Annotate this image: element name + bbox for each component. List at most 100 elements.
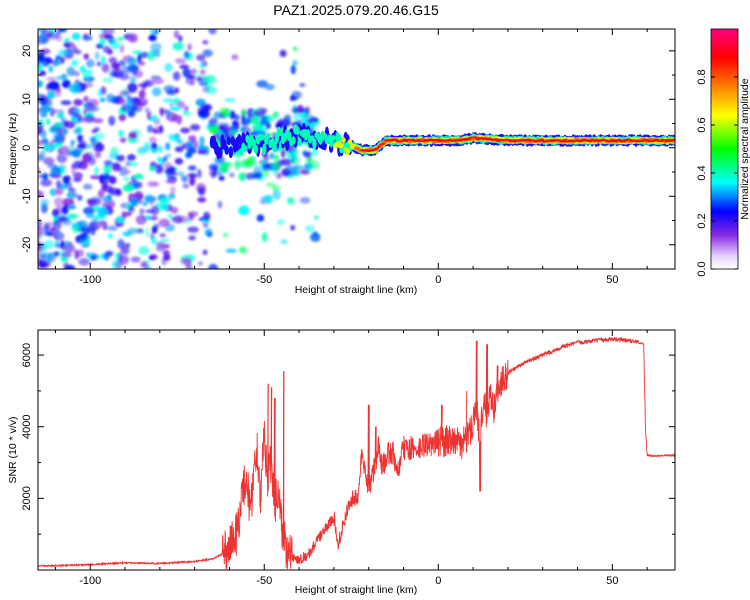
noise-blob	[40, 179, 53, 187]
noise-blob	[128, 162, 138, 167]
noise-blob	[44, 221, 53, 227]
colorbar-ticks: 0.0 0.2 0.4 0.6 0.8	[696, 69, 738, 277]
noise-blob	[129, 75, 137, 84]
noise-blob	[307, 155, 313, 163]
noise-blob	[162, 250, 170, 257]
ridge-cell	[667, 138, 672, 141]
noise-blob	[66, 213, 78, 220]
noise-blob	[310, 232, 321, 242]
noise-blob	[164, 62, 173, 73]
noise-blob	[240, 126, 252, 135]
noise-blob	[168, 166, 176, 174]
noise-blob	[208, 163, 219, 171]
noise-blob	[60, 100, 72, 106]
noise-blob	[148, 166, 156, 172]
snr-y-tick-label: 6000	[21, 343, 33, 367]
noise-blob	[126, 154, 136, 161]
noise-blob	[94, 166, 99, 176]
spectrogram-frame	[37, 28, 676, 270]
noise-blob	[43, 56, 52, 63]
ridge-cell	[226, 136, 231, 146]
snr-spike	[368, 405, 370, 492]
spectrogram-y-tick-label: 10	[21, 93, 33, 105]
noise-blob	[94, 151, 102, 159]
noise-blob	[67, 187, 76, 193]
noise-blob	[167, 213, 173, 219]
noise-blob	[197, 149, 208, 155]
snr-y-tick-label: 2000	[21, 486, 33, 510]
noise-blob	[250, 117, 260, 125]
noise-blob	[48, 127, 58, 134]
ridge-cell	[466, 138, 472, 141]
noise-blob	[63, 42, 71, 48]
spectrogram-x-tick-label: 50	[606, 274, 618, 286]
noise-blob	[174, 146, 184, 153]
ridge-cell	[374, 147, 380, 150]
snr-x-tick-label: 0	[435, 575, 441, 587]
ridge-cell	[305, 129, 311, 137]
ridge-cell	[539, 138, 545, 141]
noise-blob	[134, 190, 143, 197]
noise-blob	[125, 99, 133, 106]
noise-blobs	[38, 29, 321, 269]
ridge-cell	[587, 140, 593, 143]
ridge-cell	[654, 138, 660, 141]
noise-blob	[153, 223, 160, 229]
noise-blob	[150, 205, 160, 216]
noise-blob	[75, 112, 82, 120]
noise-blob	[138, 246, 150, 255]
noise-blob	[38, 34, 48, 45]
ridge-cell	[237, 133, 242, 145]
spectrogram-noise	[38, 29, 321, 269]
noise-blob	[260, 195, 270, 203]
noise-blob	[153, 119, 161, 125]
noise-blob	[277, 218, 285, 226]
noise-blob	[197, 197, 207, 203]
noise-blob	[302, 151, 313, 157]
noise-blob	[188, 80, 195, 86]
spectrogram-y-axis-label: Frequency (Hz)	[7, 113, 19, 185]
noise-blob	[108, 56, 117, 64]
noise-blob	[127, 33, 138, 43]
noise-blob	[111, 166, 123, 172]
noise-blob	[71, 32, 81, 41]
colorbar-tick-label: 0.0	[696, 261, 708, 276]
noise-blob	[290, 95, 295, 102]
noise-blob	[47, 163, 57, 169]
noise-blob	[238, 172, 247, 182]
noise-blob	[75, 109, 82, 114]
noise-blob	[298, 169, 311, 175]
noise-blob	[310, 122, 316, 127]
noise-blob	[238, 246, 247, 254]
noise-blob	[46, 252, 56, 263]
noise-blob	[61, 205, 69, 215]
noise-blob	[82, 68, 93, 79]
noise-blob	[128, 132, 138, 140]
noise-blob	[47, 81, 60, 91]
noise-blob	[87, 98, 99, 108]
snr-spike	[486, 344, 489, 420]
ridge-cell	[224, 145, 229, 155]
noise-blob	[149, 29, 158, 36]
snr-x-ticks: -100 -50 0 50	[54, 330, 648, 587]
noise-blob	[266, 182, 275, 188]
noise-blob	[187, 226, 199, 233]
noise-blob	[82, 82, 94, 88]
noise-blob	[136, 228, 144, 234]
noise-blob	[54, 243, 63, 248]
noise-blob	[280, 239, 289, 245]
noise-blob	[43, 142, 51, 152]
noise-blob	[164, 142, 171, 151]
noise-blob	[107, 225, 118, 231]
ridge-cell	[262, 143, 267, 156]
noise-blob	[54, 134, 65, 145]
noise-blob	[71, 59, 78, 67]
noise-blob	[87, 199, 97, 208]
noise-blob	[49, 188, 57, 197]
noise-blob	[74, 49, 82, 55]
ridge-cell	[393, 138, 398, 141]
noise-blob	[148, 34, 157, 42]
noise-blob	[199, 69, 206, 76]
noise-blob	[38, 52, 46, 63]
noise-blob	[282, 119, 291, 128]
